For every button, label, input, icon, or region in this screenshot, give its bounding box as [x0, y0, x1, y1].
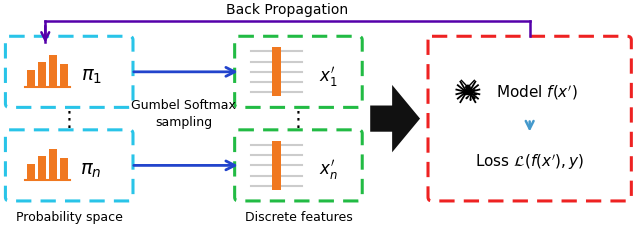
Circle shape: [465, 85, 471, 90]
Bar: [60, 65, 68, 87]
FancyBboxPatch shape: [235, 37, 362, 108]
FancyBboxPatch shape: [235, 130, 362, 201]
FancyBboxPatch shape: [5, 37, 133, 108]
Text: sampling: sampling: [156, 115, 212, 128]
Text: ⋮: ⋮: [288, 109, 309, 129]
Text: ❋: ❋: [462, 87, 477, 105]
Bar: [38, 63, 46, 87]
Text: Probability space: Probability space: [16, 210, 123, 223]
FancyBboxPatch shape: [428, 37, 631, 201]
Text: $x_1'$: $x_1'$: [319, 64, 338, 88]
Text: Discrete features: Discrete features: [244, 210, 352, 223]
Text: Loss $\mathcal{L}(f(x'), y)$: Loss $\mathcal{L}(f(x'), y)$: [476, 152, 584, 171]
Bar: [49, 149, 57, 181]
Bar: [38, 156, 46, 181]
Text: $\pi_1$: $\pi_1$: [81, 67, 102, 86]
Ellipse shape: [463, 89, 473, 96]
Text: $\pi_n$: $\pi_n$: [81, 160, 102, 179]
Polygon shape: [370, 86, 420, 153]
Bar: [27, 71, 35, 87]
Bar: [271, 48, 282, 97]
Text: $x_n'$: $x_n'$: [319, 158, 338, 181]
Bar: [27, 164, 35, 181]
Bar: [49, 56, 57, 87]
Text: Gumbel Softmax: Gumbel Softmax: [131, 99, 236, 112]
Text: ⋮: ⋮: [59, 109, 79, 129]
FancyBboxPatch shape: [5, 130, 133, 201]
Bar: [271, 142, 282, 190]
Text: Model $f(x')$: Model $f(x')$: [496, 83, 577, 102]
Bar: [60, 158, 68, 181]
Text: Back Propagation: Back Propagation: [227, 3, 349, 17]
